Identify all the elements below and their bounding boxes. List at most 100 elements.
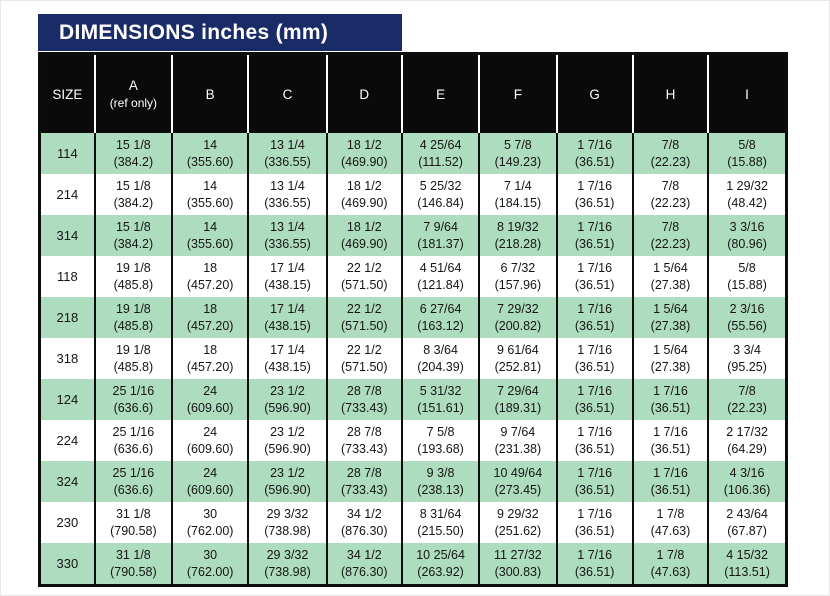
value-inches: 3 3/16	[729, 220, 765, 234]
column-label: A	[128, 78, 138, 93]
table-row-314: 314 15 1/8 (384.2) 14 (355.60) 13 1/4 (336.55)…	[39, 215, 787, 256]
dimension-cell: 15 1/8 (384.2)	[93, 215, 173, 256]
size-cell: 330	[56, 555, 79, 571]
value-mm: (596.90)	[264, 400, 311, 415]
value-mm: (438.15)	[264, 277, 311, 292]
value-inches: 13 1/4	[270, 138, 305, 152]
table-row-324: 324 25 1/16 (636.6) 24 (609.60) 23 1/2 (596.90…	[39, 461, 787, 502]
column-header-e: E	[400, 53, 480, 133]
column-label: SIZE	[52, 86, 83, 102]
table-row-224: 224 25 1/16 (636.6) 24 (609.60) 23 1/2 (596.90…	[39, 420, 787, 461]
dimension-cell: 24 (609.60)	[171, 461, 249, 502]
table-header-row: SIZE A (ref only) B C D E F G H I	[39, 53, 787, 133]
value-mm: (47.63)	[650, 523, 691, 538]
value-mm: (36.51)	[574, 277, 615, 292]
value-mm: (636.6)	[113, 441, 154, 456]
value-inches: 5 7/8	[503, 138, 532, 152]
dimension-cell: 8 19/32 (218.28)	[478, 215, 557, 256]
value-inches: 1 5/64	[653, 302, 688, 316]
dimension-cell: 1 7/16 (36.51)	[555, 174, 633, 215]
value-mm: (355.60)	[186, 236, 234, 251]
value-inches: 14	[203, 220, 218, 234]
value-inches: 6 7/32	[500, 261, 536, 275]
value-mm: (876.30)	[340, 523, 388, 538]
value-mm: (571.50)	[340, 277, 388, 292]
column-header-h: H	[631, 53, 709, 133]
value-mm: (36.51)	[650, 482, 691, 497]
value-inches: 29 3/32	[266, 548, 309, 562]
dimension-cell: 9 3/8 (238.13)	[400, 461, 480, 502]
table-row-318: 318 19 1/8 (485.8) 18 (457.20) 17 1/4 (438.15)…	[39, 338, 787, 379]
value-inches: 1 7/8	[656, 548, 685, 562]
dimension-cell: 23 1/2 (596.90)	[247, 461, 327, 502]
value-inches: 4 25/64	[419, 138, 462, 152]
dimension-cell: 1 7/16 (36.51)	[555, 461, 633, 502]
value-mm: (636.6)	[113, 482, 154, 497]
column-header-c: C	[247, 53, 327, 133]
dimension-cell: 4 51/64 (121.84)	[400, 256, 480, 297]
value-mm: (790.58)	[110, 564, 157, 579]
size-cell: 224	[56, 432, 79, 448]
dimensions-table: SIZE A (ref only) B C D E F G H I 114 15 1/8 (384.2)…	[38, 52, 788, 587]
dimension-cell: 3 3/4 (95.25)	[707, 338, 787, 379]
dimension-cell: 11 27/32 (300.83)	[478, 543, 557, 586]
value-inches: 18	[203, 343, 218, 357]
column-label: E	[436, 86, 446, 102]
value-mm: (55.56)	[727, 318, 767, 333]
value-mm: (238.13)	[417, 482, 464, 497]
value-mm: (231.38)	[494, 441, 542, 456]
value-inches: 24	[203, 425, 218, 439]
dimension-cell: 23 1/2 (596.90)	[247, 420, 327, 461]
value-mm: (485.8)	[113, 318, 154, 333]
value-mm: (200.82)	[494, 318, 542, 333]
value-mm: (157.96)	[494, 277, 542, 292]
value-inches: 3 3/4	[733, 343, 761, 357]
value-inches: 19 1/8	[115, 261, 151, 275]
value-mm: (146.84)	[417, 195, 464, 210]
value-mm: (36.51)	[574, 441, 615, 456]
value-inches: 17 1/4	[270, 261, 305, 275]
dimension-cell: 7/8 (22.23)	[631, 174, 709, 215]
value-mm: (336.55)	[264, 195, 311, 210]
value-inches: 31 1/8	[115, 548, 151, 562]
dimension-cell: 31 1/8 (790.58)	[93, 502, 173, 543]
dimension-cell: 1 5/64 (27.38)	[631, 256, 709, 297]
value-mm: (273.45)	[494, 482, 542, 497]
size-cell: 124	[56, 391, 79, 407]
dimension-cell: 1 7/16 (36.51)	[555, 297, 633, 338]
dimension-cell: 17 1/4 (438.15)	[247, 256, 327, 297]
value-mm: (36.51)	[574, 236, 615, 251]
dimension-cell: 1 7/16 (36.51)	[555, 543, 633, 586]
value-mm: (355.60)	[186, 195, 234, 210]
value-mm: (457.20)	[186, 277, 234, 292]
value-mm: (438.15)	[264, 318, 311, 333]
value-inches: 5 31/32	[419, 384, 462, 398]
value-mm: (151.61)	[417, 400, 464, 415]
value-mm: (733.43)	[340, 482, 388, 497]
value-mm: (36.51)	[574, 564, 615, 579]
value-mm: (36.51)	[650, 400, 691, 415]
value-inches: 34 1/2	[346, 507, 382, 521]
dimension-cell: 7 29/64 (189.31)	[478, 379, 557, 420]
value-inches: 22 1/2	[346, 343, 382, 357]
value-inches: 15 1/8	[115, 179, 151, 193]
value-inches: 18	[203, 261, 218, 275]
dimension-cell: 1 7/8 (47.63)	[631, 502, 709, 543]
value-inches: 1 29/32	[726, 179, 768, 193]
value-mm: (485.8)	[113, 277, 154, 292]
column-label: B	[205, 86, 215, 102]
value-inches: 8 31/64	[419, 507, 462, 521]
value-mm: (485.8)	[113, 359, 154, 374]
dimension-cell: 28 7/8 (733.43)	[325, 461, 402, 502]
value-mm: (47.63)	[650, 564, 691, 579]
value-inches: 17 1/4	[270, 302, 305, 316]
value-inches: 18 1/2	[346, 179, 382, 193]
value-inches: 4 3/16	[729, 466, 765, 480]
dimension-cell: 1 7/16 (36.51)	[631, 379, 709, 420]
value-mm: (733.43)	[340, 400, 388, 415]
table-row-218: 218 19 1/8 (485.8) 18 (457.20) 17 1/4 (438.15)…	[39, 297, 787, 338]
value-mm: (189.31)	[494, 400, 542, 415]
value-inches: 7 29/64	[497, 384, 539, 398]
value-inches: 30	[203, 548, 218, 562]
